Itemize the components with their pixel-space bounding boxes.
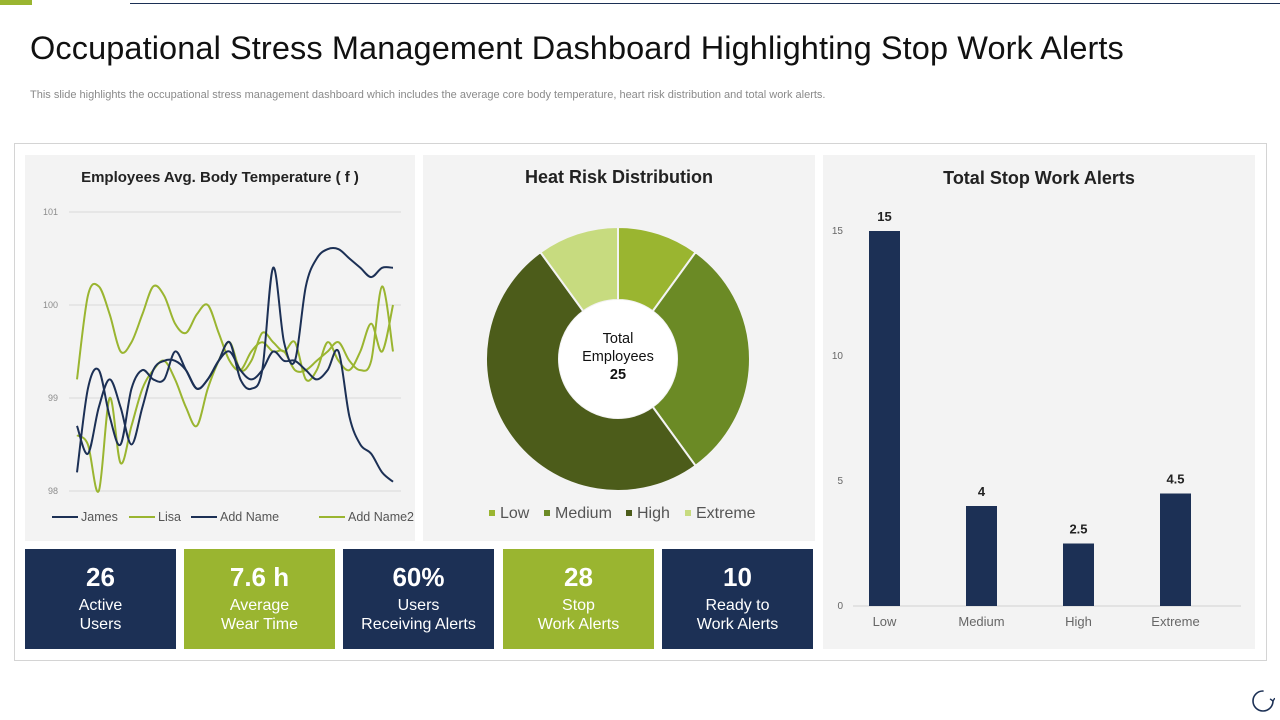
y-tick-label: 98 bbox=[48, 486, 58, 496]
x-tick-label: Low bbox=[873, 614, 897, 629]
kpi-ready-to-work-alerts: 10 Ready to Work Alerts bbox=[662, 549, 813, 649]
legend-label: High bbox=[637, 505, 670, 522]
bar-data-label: 15 bbox=[877, 209, 891, 224]
kpi-active-users-line1: Active bbox=[78, 597, 123, 614]
kpi-average-wear-time-label: Average Wear Time bbox=[184, 596, 335, 634]
loading-spinner-icon bbox=[1252, 690, 1275, 712]
top-accent-bar bbox=[0, 0, 32, 5]
kpi-active-users-value: 26 bbox=[86, 562, 115, 592]
page-title: Occupational Stress Management Dashboard… bbox=[30, 30, 1124, 66]
kpi-ready-to-work-alerts-value: 10 bbox=[723, 562, 752, 592]
bar-data-label: 2.5 bbox=[1069, 522, 1087, 537]
bar-low bbox=[869, 231, 900, 606]
y-tick-label: 0 bbox=[837, 601, 843, 612]
kpi-active-users-label: Active Users bbox=[25, 596, 176, 634]
legend-label: Add Name2 bbox=[348, 510, 414, 524]
donut-center bbox=[559, 300, 677, 418]
bar-high bbox=[1063, 543, 1094, 606]
legend-swatch bbox=[489, 510, 495, 516]
y-tick-label: 100 bbox=[43, 300, 58, 310]
kpi-stop-work-alerts-line2: Work Alerts bbox=[537, 616, 620, 633]
kpi-ready-to-work-alerts-line2: Work Alerts bbox=[696, 616, 779, 633]
kpi-stop-work-alerts-line1: Stop bbox=[562, 597, 595, 614]
kpi-users-receiving-alerts-label: Users Receiving Alerts bbox=[343, 596, 494, 634]
kpi-users-receiving-alerts-value: 60% bbox=[392, 562, 445, 592]
y-tick-label: 10 bbox=[832, 351, 844, 362]
legend-swatch bbox=[685, 510, 691, 516]
y-tick-label: 5 bbox=[837, 476, 843, 487]
y-tick-label: 99 bbox=[48, 393, 58, 403]
kpi-average-wear-time-line1: Average bbox=[229, 597, 290, 614]
bar-extreme bbox=[1160, 493, 1191, 606]
body-temperature-line-chart: 98 99 100 101 James Lisa Add Name Add Name2 bbox=[43, 207, 414, 524]
legend-swatch bbox=[626, 510, 632, 516]
series-line-lisa bbox=[76, 282, 394, 380]
x-tick-label: Medium bbox=[958, 614, 1004, 629]
x-tick-label: Extreme bbox=[1151, 614, 1199, 629]
heat-risk-title: Heat Risk Distribution bbox=[524, 167, 714, 187]
donut-center-label: Employees bbox=[582, 349, 654, 365]
legend-swatch bbox=[544, 510, 550, 516]
legend-label: James bbox=[81, 510, 118, 524]
donut-center-label: 25 bbox=[610, 367, 626, 383]
series-line-add-name bbox=[76, 247, 394, 473]
stop-work-alerts-panel: Total Stop Work Alerts 0 5 10 15 15 Low 4 Mediu… bbox=[823, 155, 1255, 649]
bar-data-label: 4 bbox=[978, 484, 986, 499]
legend-label: Low bbox=[500, 505, 530, 522]
kpi-active-users-line2: Users bbox=[79, 616, 122, 633]
page-subtitle: This slide highlights the occupational s… bbox=[30, 89, 826, 101]
kpi-users-receiving-alerts-line2: Receiving Alerts bbox=[361, 616, 476, 633]
kpi-active-users: 26 Active Users bbox=[25, 549, 176, 649]
legend-label: Extreme bbox=[696, 505, 756, 522]
bar-medium bbox=[966, 506, 997, 606]
body-temperature-title: Employees Avg. Body Temperature ( f ) bbox=[81, 169, 359, 186]
kpi-users-receiving-alerts: 60% Users Receiving Alerts bbox=[343, 549, 494, 649]
top-divider-line bbox=[130, 3, 1280, 4]
heat-risk-donut-chart: Total Employees 25 Low Medium High Extreme bbox=[485, 225, 756, 522]
bar-data-label: 4.5 bbox=[1166, 472, 1184, 487]
kpi-users-receiving-alerts-line1: Users bbox=[397, 597, 440, 614]
stop-work-alerts-bar-chart: 0 5 10 15 15 Low 4 Medium 2.5 High 4.5 Extreme bbox=[832, 209, 1241, 629]
kpi-ready-to-work-alerts-line1: Ready to bbox=[705, 597, 770, 614]
kpi-stop-work-alerts-label: Stop Work Alerts bbox=[503, 596, 654, 634]
kpi-stop-work-alerts-value: 28 bbox=[564, 562, 593, 592]
body-temperature-panel: Employees Avg. Body Temperature ( f ) 98… bbox=[25, 155, 415, 541]
x-tick-label: High bbox=[1065, 614, 1092, 629]
kpi-average-wear-time-value: 7.6 h bbox=[229, 562, 290, 592]
stop-work-alerts-title: Total Stop Work Alerts bbox=[943, 168, 1135, 188]
kpi-stop-work-alerts: 28 Stop Work Alerts bbox=[503, 549, 654, 649]
kpi-ready-to-work-alerts-label: Ready to Work Alerts bbox=[662, 596, 813, 634]
kpi-average-wear-time: 7.6 h Average Wear Time bbox=[184, 549, 335, 649]
legend-label: Add Name bbox=[220, 510, 279, 524]
legend-label: Lisa bbox=[158, 510, 181, 524]
donut-center-label: Total bbox=[603, 331, 634, 347]
kpi-average-wear-time-line2: Wear Time bbox=[220, 616, 299, 633]
y-tick-label: 15 bbox=[832, 226, 844, 237]
y-tick-label: 101 bbox=[43, 207, 58, 217]
heat-risk-panel: Heat Risk Distribution Total Employees 25 L… bbox=[423, 155, 815, 541]
legend-label: Medium bbox=[555, 505, 612, 522]
